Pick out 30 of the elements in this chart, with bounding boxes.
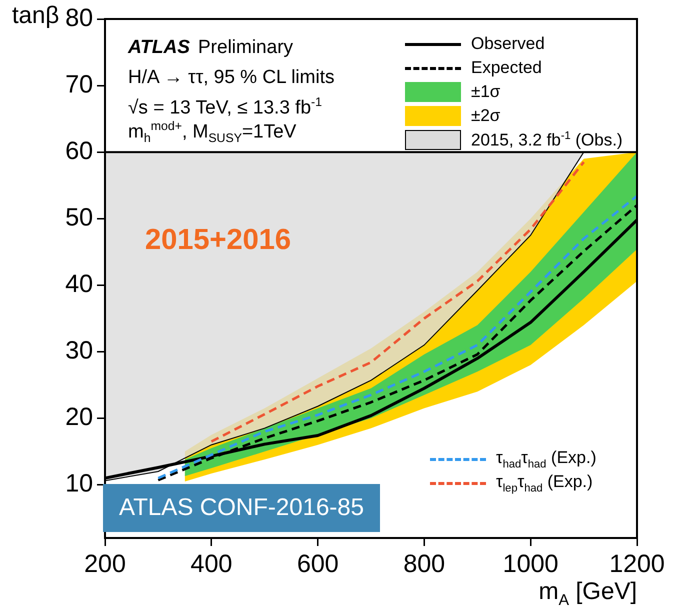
legend-label: Expected [471, 58, 542, 78]
annotation: H/A → ττ, 95 % CL limits [128, 67, 334, 89]
x-tick-label: 1000 [502, 550, 558, 578]
x-tick-label: 600 [296, 550, 339, 578]
y-axis-title: tanβ [12, 2, 60, 30]
legend-label: τ$_{lep}$τ$_{had}$ (Exp.) [496, 472, 593, 494]
legend-label: 2015, 3.2 fb$^{-1}$ (Obs.) [471, 130, 623, 150]
y-tick-label: 40 [65, 270, 93, 298]
y-tick-label: 80 [65, 4, 93, 32]
legend-label: ±1σ [471, 82, 500, 102]
y-tick-label: 70 [65, 70, 93, 98]
annotation: ATLAS [128, 37, 190, 59]
y-tick-label: 10 [65, 470, 93, 498]
x-axis-title: m$_{A}$ [GeV] [538, 578, 637, 610]
annotation: ATLAS CONF-2016-85 [103, 484, 380, 532]
annotation: m$_{h}$$^{mod+}$, M$_{SUSY}$=1TeV [128, 119, 296, 146]
y-tick-label: 20 [65, 403, 93, 432]
annotation: Preliminary [198, 37, 294, 59]
annotation: 2015+2016 [145, 224, 291, 257]
legend-label: ±2σ [471, 106, 500, 126]
y-tick-label: 50 [65, 204, 93, 232]
x-tick-label: 200 [84, 550, 126, 578]
x-tick-label: 400 [190, 550, 232, 578]
annotation: √s = 13 TeV, ≤ 13.3 fb$^{-1}$ [128, 95, 322, 120]
x-tick-label: 800 [403, 550, 446, 578]
y-tick-label: 60 [65, 136, 93, 165]
legend-label: τ$_{had}$τ$_{had}$ (Exp.) [496, 448, 596, 470]
x-tick-label: 1200 [609, 550, 665, 578]
y-tick-label: 30 [65, 336, 93, 365]
legend-label: Observed [471, 34, 545, 54]
